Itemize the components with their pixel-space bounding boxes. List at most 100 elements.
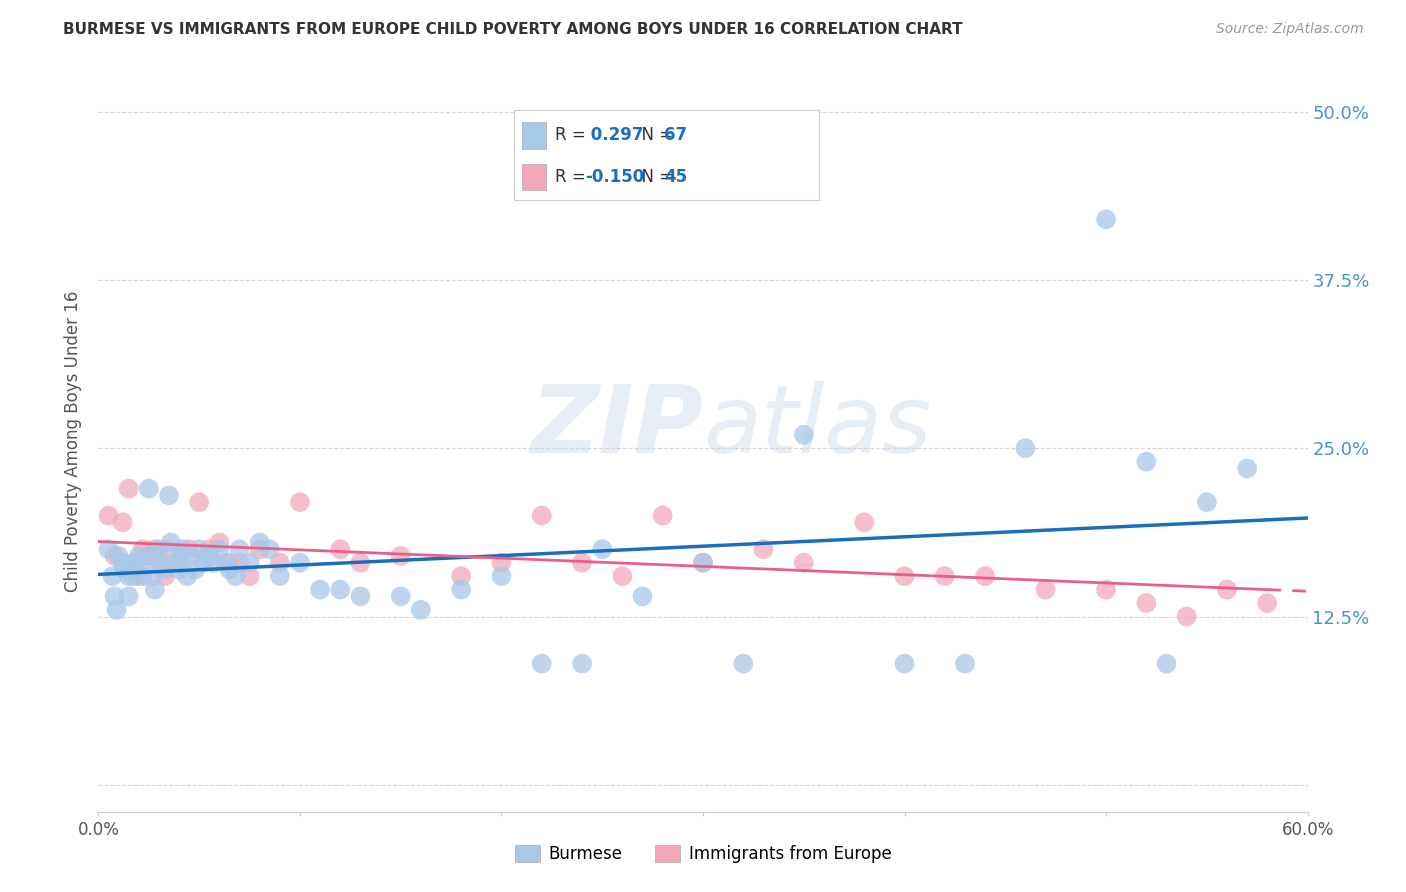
Point — [1135, 455, 1157, 469]
Point — [167, 562, 190, 576]
Point — [132, 569, 155, 583]
Point — [103, 549, 125, 563]
Point — [259, 542, 281, 557]
Point — [167, 556, 190, 570]
Point — [389, 549, 412, 563]
Point — [153, 562, 176, 576]
Point — [1014, 442, 1036, 456]
Point — [118, 569, 141, 583]
Point — [157, 542, 180, 557]
Text: ZIP: ZIP — [530, 381, 703, 473]
Point — [153, 569, 176, 583]
Point — [1216, 582, 1239, 597]
Point — [651, 508, 673, 523]
Point — [249, 535, 271, 549]
Point — [733, 657, 755, 671]
Point — [389, 590, 412, 604]
Text: BURMESE VS IMMIGRANTS FROM EUROPE CHILD POVERTY AMONG BOYS UNDER 16 CORRELATION : BURMESE VS IMMIGRANTS FROM EUROPE CHILD … — [63, 22, 963, 37]
Point — [309, 582, 332, 597]
Point — [974, 569, 997, 583]
Point — [128, 569, 150, 583]
Point — [176, 569, 198, 583]
Point — [188, 495, 211, 509]
Point — [269, 569, 291, 583]
Text: N =: N = — [631, 127, 679, 145]
Point — [893, 657, 915, 671]
Point — [1175, 609, 1198, 624]
Point — [450, 569, 472, 583]
Point — [198, 549, 221, 563]
Point — [1256, 596, 1278, 610]
Point — [1195, 495, 1218, 509]
Point — [198, 542, 221, 557]
Point — [143, 582, 166, 597]
Text: Source: ZipAtlas.com: Source: ZipAtlas.com — [1216, 22, 1364, 37]
Point — [218, 562, 240, 576]
Point — [149, 556, 172, 570]
Point — [172, 542, 194, 557]
Point — [202, 556, 225, 570]
Point — [121, 569, 143, 583]
Point — [329, 582, 352, 597]
Point — [853, 516, 876, 530]
Point — [143, 542, 166, 557]
Point — [128, 549, 150, 563]
Text: 0.297: 0.297 — [585, 127, 644, 145]
Point — [124, 556, 146, 570]
Text: 45: 45 — [664, 169, 688, 186]
Point — [132, 542, 155, 557]
Point — [148, 556, 170, 570]
Point — [163, 556, 186, 570]
Point — [1236, 461, 1258, 475]
Point — [1135, 596, 1157, 610]
Point — [571, 556, 593, 570]
Point — [214, 556, 236, 570]
Text: R =: R = — [555, 169, 591, 186]
Point — [249, 542, 271, 557]
Point — [349, 590, 371, 604]
Point — [692, 556, 714, 570]
Point — [591, 542, 613, 557]
Point — [139, 549, 162, 563]
Point — [329, 542, 352, 557]
Point — [184, 562, 207, 576]
Point — [612, 569, 634, 583]
Point — [193, 556, 215, 570]
Point — [1095, 212, 1118, 227]
Y-axis label: Child Poverty Among Boys Under 16: Child Poverty Among Boys Under 16 — [65, 291, 83, 592]
Text: -0.150: -0.150 — [585, 169, 645, 186]
Point — [349, 556, 371, 570]
Point — [491, 569, 513, 583]
Point — [1035, 582, 1057, 597]
Point — [160, 535, 183, 549]
Point — [530, 508, 553, 523]
Point — [239, 569, 262, 583]
Legend: Burmese, Immigrants from Europe: Burmese, Immigrants from Europe — [508, 838, 898, 870]
Point — [288, 495, 311, 509]
Point — [101, 569, 124, 583]
Point — [752, 542, 775, 557]
Point — [120, 562, 142, 576]
Point — [129, 556, 152, 570]
Point — [239, 556, 262, 570]
Text: atlas: atlas — [703, 381, 931, 472]
Point — [692, 556, 714, 570]
Point — [631, 590, 654, 604]
Point — [148, 542, 170, 557]
Point — [793, 427, 815, 442]
Point — [97, 508, 120, 523]
Point — [218, 556, 240, 570]
Point — [124, 556, 146, 570]
Point — [288, 556, 311, 570]
Point — [170, 549, 193, 563]
Point — [793, 556, 815, 570]
Point — [269, 556, 291, 570]
Point — [409, 603, 432, 617]
Text: N =: N = — [631, 169, 679, 186]
Point — [142, 569, 165, 583]
Point — [114, 562, 136, 576]
Point — [450, 582, 472, 597]
Point — [107, 549, 129, 563]
Point — [953, 657, 976, 671]
Point — [111, 556, 134, 570]
